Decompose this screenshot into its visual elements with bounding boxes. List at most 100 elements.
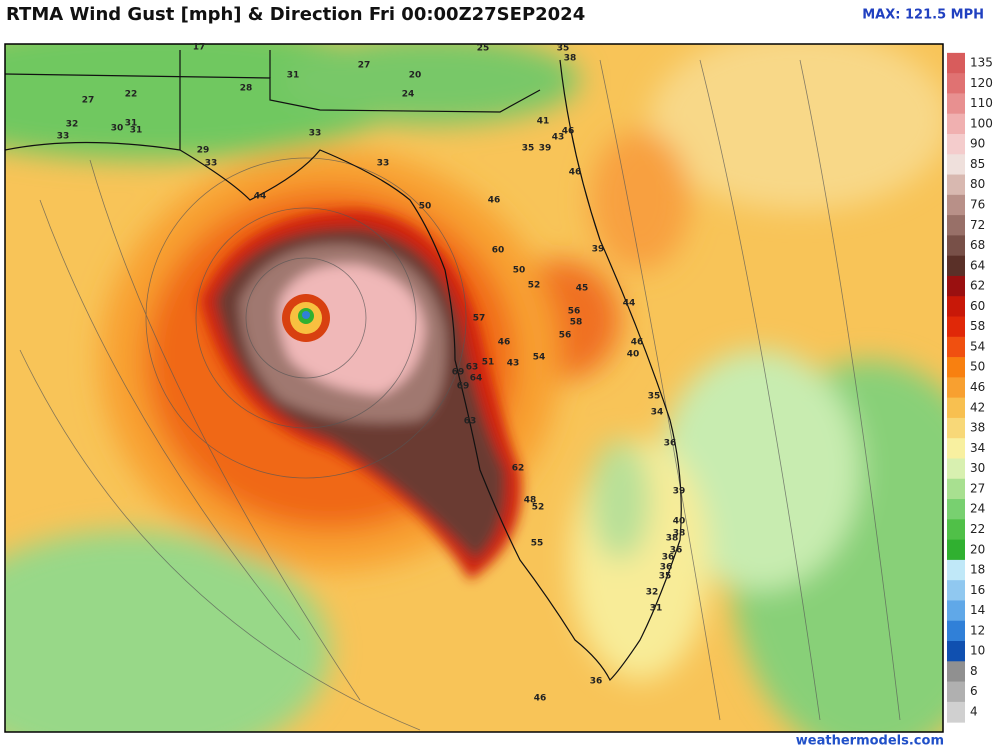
- colorbar-label: 135: [970, 56, 993, 70]
- station-value: 39: [592, 245, 605, 255]
- colorbar-swatch: [947, 600, 965, 622]
- colorbar-label: 6: [970, 684, 978, 698]
- station-value: 34: [651, 408, 664, 418]
- map: [5, 44, 943, 732]
- station-value: 45: [576, 284, 589, 294]
- station-value: 46: [498, 338, 511, 348]
- station-value: 35: [522, 144, 535, 154]
- station-value: 48: [524, 496, 537, 506]
- colorbar-swatch: [947, 499, 965, 520]
- station-value: 38: [666, 534, 679, 544]
- station-value: 43: [507, 359, 520, 369]
- station-value: 31: [125, 119, 138, 129]
- max-label: MAX: 121.5 MPH: [862, 8, 984, 23]
- colorbar-swatch: [947, 235, 965, 257]
- station-value: 46: [562, 127, 575, 137]
- colorbar-swatch: [947, 539, 965, 561]
- station-value: 38: [673, 529, 686, 539]
- station-value: 51: [482, 358, 495, 368]
- station-value: 35: [648, 392, 661, 402]
- colorbar-label: 46: [970, 380, 985, 394]
- station-value: 39: [673, 487, 686, 497]
- colorbar-label: 64: [970, 258, 985, 272]
- colorbar-label: 12: [970, 623, 985, 637]
- colorbar-swatch: [947, 580, 965, 601]
- colorbar-label: 80: [970, 177, 985, 191]
- station-value: 24: [402, 90, 415, 100]
- station-value: 30: [111, 124, 124, 134]
- station-value: 38: [564, 54, 577, 64]
- colorbar-label: 54: [970, 339, 985, 353]
- colorbar-swatch: [947, 296, 965, 318]
- colorbar-swatch: [947, 316, 965, 338]
- colorbar-swatch: [947, 215, 965, 236]
- colorbar-swatch: [947, 357, 965, 378]
- station-value: 25: [477, 44, 490, 54]
- colorbar-label: 100: [970, 116, 993, 130]
- station-value: 41: [537, 117, 550, 127]
- station-value: 29: [197, 146, 210, 156]
- station-value: 44: [254, 192, 267, 202]
- station-value: 63: [466, 363, 479, 373]
- colorbar-label: 20: [970, 542, 985, 556]
- colorbar-label: 68: [970, 238, 985, 252]
- colorbar-swatch: [947, 417, 965, 439]
- colorbar-label: 24: [970, 502, 985, 516]
- colorbar-swatch: [947, 93, 965, 115]
- station-value: 22: [125, 90, 138, 100]
- station-value: 62: [512, 464, 525, 474]
- station-value: 33: [309, 129, 322, 139]
- station-value: 64: [470, 374, 483, 384]
- station-value: 58: [570, 318, 583, 328]
- colorbar-swatch: [947, 397, 965, 419]
- station-value: 46: [534, 694, 547, 704]
- station-value: 39: [539, 144, 552, 154]
- station-value: 55: [531, 539, 544, 549]
- colorbar-swatch: [947, 458, 965, 480]
- colorbar-swatch: [947, 701, 965, 723]
- colorbar-label: 38: [970, 421, 985, 435]
- colorbar-label: 16: [970, 583, 985, 597]
- colorbar-label: 18: [970, 563, 985, 577]
- station-value: 60: [492, 246, 505, 256]
- station-value: 31: [650, 604, 663, 614]
- colorbar-label: 30: [970, 461, 985, 475]
- colorbar-label: 27: [970, 481, 985, 495]
- colorbar-swatch: [947, 336, 965, 358]
- station-value: 33: [377, 159, 390, 169]
- colorbar-label: 58: [970, 319, 985, 333]
- station-value: 32: [66, 120, 79, 130]
- colorbar-label: 72: [970, 218, 985, 232]
- colorbar-label: 60: [970, 299, 985, 313]
- colorbar-label: 34: [970, 441, 985, 455]
- station-value: 69: [452, 368, 465, 378]
- map-frame: [4, 43, 944, 733]
- colorbar-swatch: [947, 174, 965, 196]
- station-value: 20: [409, 71, 422, 81]
- station-value: 28: [240, 84, 253, 94]
- station-value: 40: [673, 517, 686, 527]
- colorbar-swatch: [947, 519, 965, 541]
- station-value: 56: [559, 331, 572, 341]
- station-value: 52: [532, 503, 545, 513]
- colorbar-swatch: [947, 681, 965, 703]
- colorbar-label: 85: [970, 157, 985, 171]
- colorbar-swatch: [947, 275, 965, 297]
- station-value: 36: [660, 563, 673, 573]
- station-value: 35: [659, 572, 672, 582]
- station-value: 31: [287, 71, 300, 81]
- colorbar-swatch: [947, 438, 965, 459]
- station-value: 36: [664, 439, 677, 449]
- colorbar-label: 76: [970, 197, 985, 211]
- station-value: 57: [473, 314, 486, 324]
- colorbar-label: 50: [970, 360, 985, 374]
- station-value: 33: [205, 159, 218, 169]
- colorbar-swatch: [947, 478, 965, 500]
- colorbar-swatch: [947, 154, 965, 176]
- station-value: 54: [533, 353, 546, 363]
- station-value: 43: [552, 133, 565, 143]
- colorbar-label: 120: [970, 76, 993, 90]
- station-value: 40: [627, 350, 640, 360]
